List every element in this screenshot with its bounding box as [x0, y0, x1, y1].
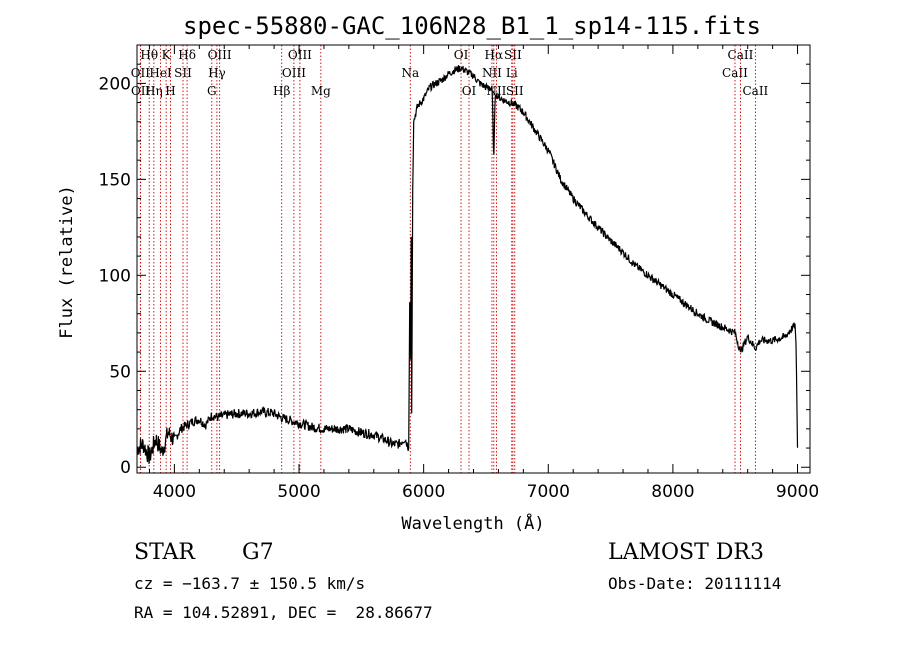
line-marker-label: G — [207, 84, 217, 98]
line-marker-label: Hθ — [140, 48, 158, 62]
line-marker-label: CaII — [722, 66, 748, 80]
y-tick-label: 0 — [120, 458, 131, 478]
x-tick-label: 6000 — [402, 482, 445, 502]
line-marker-label: Hη — [145, 84, 163, 98]
line-marker-label: Mg — [311, 84, 331, 98]
y-tick-label: 50 — [109, 362, 131, 382]
line-markers: HθOIIOIIHηHeIKHSIIHδGHγOIIIHβOIIIOIIIMgN… — [131, 45, 769, 473]
line-marker-label: OIII — [288, 48, 312, 62]
line-marker-label: OIII — [282, 66, 306, 80]
x-tick-label: 7000 — [527, 482, 570, 502]
line-marker-label: Li — [506, 66, 518, 80]
line-marker-label: Na — [401, 66, 419, 80]
line-marker-label: OI — [454, 48, 469, 62]
line-marker-label: HeI — [149, 66, 172, 80]
axis-ticks: 4000 5000 6000 7000 8000 9000 0 50 100 150 200 — [99, 45, 819, 502]
line-marker-label: CaII — [742, 84, 768, 98]
y-tick-label: 100 — [99, 266, 131, 286]
line-marker-label: Hδ — [178, 48, 196, 62]
y-tick-label: 150 — [99, 170, 131, 190]
line-marker-label: Hβ — [273, 84, 290, 98]
x-tick-label: 9000 — [776, 482, 819, 502]
object-class: STAR — [134, 540, 195, 565]
line-marker-label: OIII — [208, 48, 232, 62]
line-marker-label: Hγ — [208, 66, 226, 80]
spectrum-line — [136, 65, 799, 464]
line-marker-label: SII — [506, 84, 524, 98]
line-marker-label: CaII — [728, 48, 754, 62]
x-tick-label: 8000 — [651, 482, 694, 502]
line-marker-label: K — [162, 48, 172, 62]
redshift-cz: cz = −163.7 ± 150.5 km/s — [134, 574, 366, 593]
ra-dec-coordinates: RA = 104.52891, DEC = 28.86677 — [134, 603, 433, 622]
x-tick-label: 5000 — [277, 482, 320, 502]
object-subclass: G7 — [242, 540, 274, 565]
y-axis-label: Flux (relative) — [57, 185, 77, 339]
x-tick-label: 4000 — [153, 482, 196, 502]
line-marker-label: OI — [462, 84, 477, 98]
survey-name: LAMOST DR3 — [608, 540, 764, 565]
y-tick-label: 200 — [99, 74, 131, 94]
line-marker-label: Hα — [485, 48, 504, 62]
line-marker-label: H — [165, 84, 175, 98]
line-marker-label: NII — [482, 66, 502, 80]
line-marker-label: SII — [504, 48, 522, 62]
x-axis-label: Wavelength (Å) — [401, 512, 544, 534]
chart-title: spec-55880-GAC_106N28_B1_1_sp14-115.fits — [183, 12, 761, 40]
line-marker-label: OII — [131, 84, 151, 98]
observation-date: Obs-Date: 20111114 — [608, 574, 782, 593]
line-marker-label: SII — [174, 66, 192, 80]
plot-frame — [136, 44, 811, 474]
